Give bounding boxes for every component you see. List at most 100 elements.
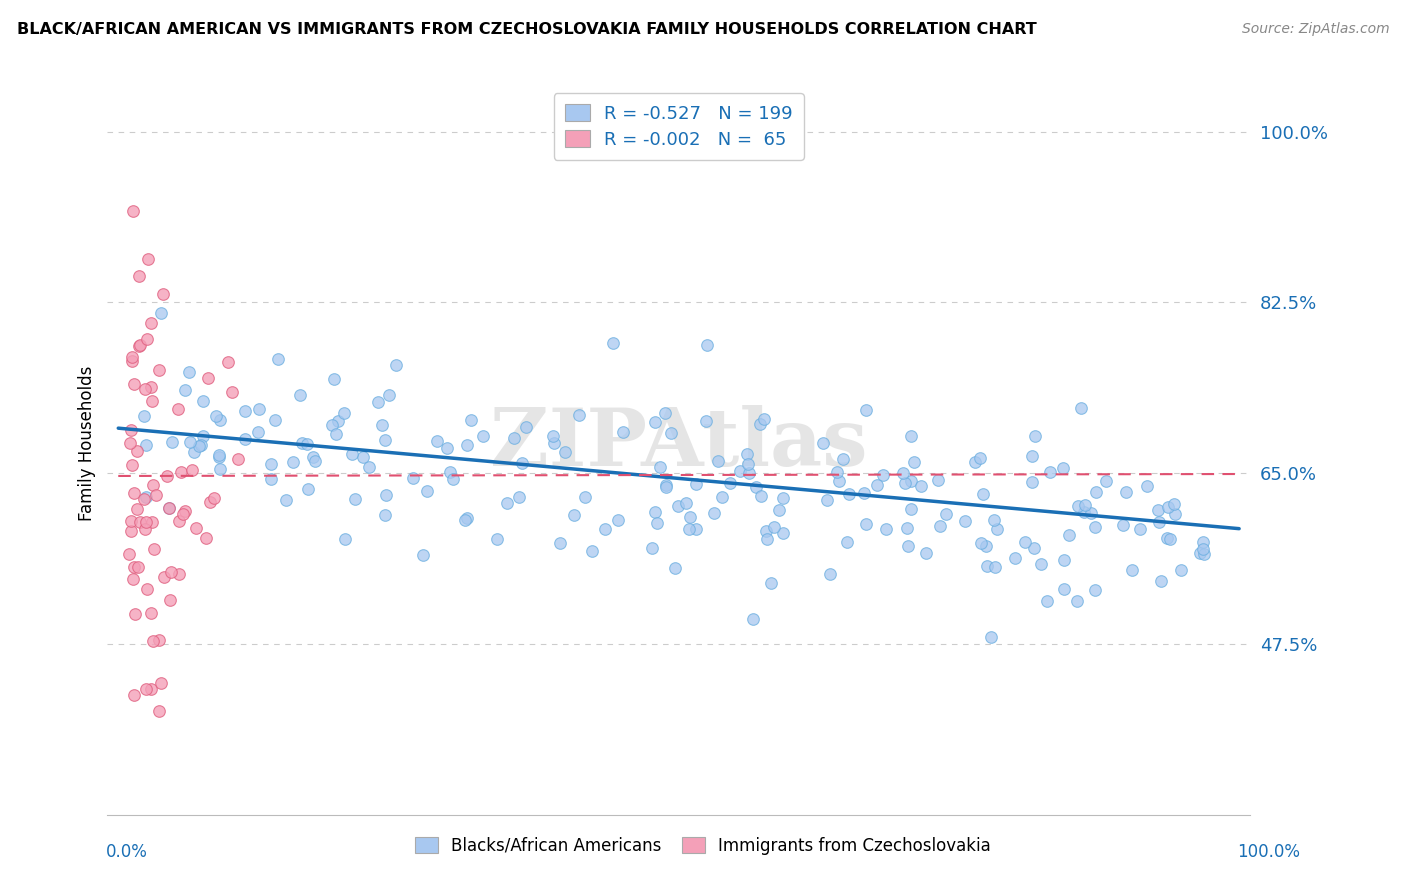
Point bbox=[900, 429, 922, 443]
Point bbox=[927, 473, 949, 487]
Point bbox=[485, 532, 508, 546]
Point bbox=[456, 438, 478, 452]
Point bbox=[891, 466, 914, 480]
Point bbox=[217, 354, 239, 368]
Point bbox=[152, 287, 174, 301]
Point bbox=[208, 413, 231, 427]
Point bbox=[159, 593, 181, 607]
Point bbox=[903, 455, 925, 469]
Point bbox=[371, 417, 394, 432]
Point bbox=[1053, 582, 1076, 596]
Point bbox=[172, 508, 194, 522]
Point bbox=[412, 549, 434, 563]
Point bbox=[974, 539, 997, 553]
Point bbox=[761, 576, 783, 591]
Point bbox=[416, 484, 439, 499]
Point bbox=[711, 490, 734, 504]
Point bbox=[1156, 532, 1178, 546]
Point bbox=[150, 676, 173, 690]
Point bbox=[247, 401, 270, 416]
Point bbox=[208, 450, 231, 464]
Point bbox=[302, 450, 325, 464]
Point bbox=[195, 532, 218, 546]
Point bbox=[135, 332, 157, 346]
Point bbox=[120, 524, 142, 538]
Point bbox=[1163, 508, 1185, 522]
Point bbox=[139, 681, 162, 696]
Point bbox=[141, 515, 163, 529]
Y-axis label: Family Households: Family Households bbox=[79, 366, 96, 522]
Point bbox=[896, 520, 918, 534]
Point bbox=[167, 402, 190, 417]
Point bbox=[267, 352, 290, 367]
Point bbox=[226, 451, 249, 466]
Point bbox=[1136, 479, 1159, 493]
Point bbox=[508, 490, 530, 504]
Point bbox=[853, 486, 876, 500]
Point bbox=[1170, 563, 1192, 577]
Point bbox=[811, 436, 834, 450]
Point bbox=[1147, 516, 1170, 530]
Point bbox=[1053, 553, 1076, 567]
Point bbox=[134, 383, 156, 397]
Point bbox=[439, 465, 461, 479]
Point bbox=[510, 456, 533, 470]
Point bbox=[1021, 475, 1043, 489]
Point bbox=[640, 541, 662, 555]
Point bbox=[728, 464, 751, 478]
Point bbox=[1073, 505, 1095, 519]
Point bbox=[1067, 499, 1090, 513]
Point bbox=[121, 572, 143, 586]
Point bbox=[135, 582, 157, 597]
Point bbox=[602, 336, 624, 351]
Point bbox=[156, 469, 179, 483]
Point bbox=[142, 478, 165, 492]
Point bbox=[612, 425, 634, 440]
Point bbox=[695, 414, 717, 428]
Point bbox=[127, 444, 149, 458]
Point bbox=[160, 565, 183, 579]
Point bbox=[1192, 541, 1215, 556]
Point bbox=[118, 547, 141, 561]
Point bbox=[441, 472, 464, 486]
Point bbox=[186, 521, 208, 535]
Point bbox=[1084, 519, 1107, 533]
Point bbox=[297, 437, 319, 451]
Point bbox=[659, 425, 682, 440]
Point bbox=[983, 512, 1005, 526]
Point bbox=[385, 359, 408, 373]
Point bbox=[1021, 449, 1043, 463]
Point bbox=[568, 408, 591, 422]
Point bbox=[402, 471, 425, 485]
Point bbox=[685, 522, 707, 536]
Point bbox=[135, 438, 157, 452]
Point bbox=[752, 412, 775, 426]
Point bbox=[127, 560, 149, 574]
Point bbox=[1070, 401, 1092, 415]
Point bbox=[129, 337, 152, 351]
Point bbox=[972, 486, 994, 500]
Point bbox=[969, 450, 991, 465]
Point bbox=[1094, 474, 1116, 488]
Point bbox=[818, 567, 841, 582]
Point bbox=[644, 505, 666, 519]
Point bbox=[208, 449, 231, 463]
Point bbox=[772, 491, 794, 505]
Point bbox=[143, 541, 166, 556]
Point bbox=[149, 306, 172, 320]
Point bbox=[970, 536, 993, 550]
Point bbox=[976, 559, 998, 574]
Point bbox=[1150, 574, 1173, 588]
Point bbox=[543, 436, 565, 450]
Point bbox=[1112, 518, 1135, 533]
Point bbox=[1115, 485, 1137, 500]
Point bbox=[1004, 550, 1026, 565]
Point bbox=[205, 409, 228, 423]
Text: 100.0%: 100.0% bbox=[1237, 843, 1301, 861]
Point bbox=[593, 522, 616, 536]
Point bbox=[1074, 498, 1097, 512]
Point bbox=[190, 438, 212, 452]
Point bbox=[644, 416, 666, 430]
Point bbox=[574, 491, 596, 505]
Point bbox=[910, 479, 932, 493]
